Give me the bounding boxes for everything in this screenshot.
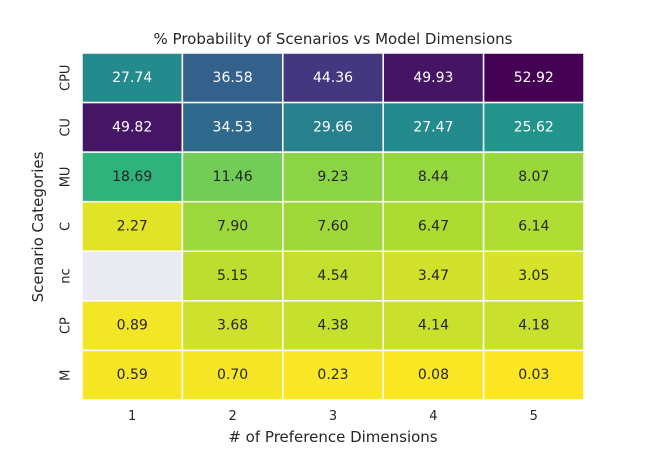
- heatmap-cell: [482, 200, 585, 253]
- cell-value-label: 7.90: [217, 219, 248, 235]
- cell-value-label: 49.93: [413, 70, 453, 86]
- cell-value-label: 29.66: [313, 119, 353, 135]
- y-tick-label: CPU: [59, 65, 74, 91]
- cell-value-label: 3.68: [217, 318, 248, 334]
- y-tick-label: nc: [59, 268, 74, 283]
- cell-value-label: 0.03: [518, 367, 549, 383]
- heatmap-cell: [181, 151, 284, 203]
- x-axis-label: # of Preference Dimensions: [228, 428, 438, 446]
- cell-value-label: 27.74: [112, 70, 152, 86]
- cell-value-label: 4.14: [418, 318, 449, 334]
- y-tick-label: M: [59, 370, 74, 381]
- y-tick-label: C: [59, 222, 74, 231]
- heatmap-cell: [382, 349, 485, 401]
- heatmap-cell: [482, 300, 585, 352]
- cell-value-label: 6.14: [518, 219, 549, 235]
- cell-value-label: 4.38: [317, 318, 348, 334]
- cell-value-label: 2.27: [117, 219, 148, 235]
- cell-value-label: 0.89: [117, 318, 148, 334]
- cell-value-label: 6.47: [418, 219, 449, 235]
- cell-value-label: 8.07: [518, 169, 549, 185]
- cell-value-label: 0.70: [217, 367, 248, 383]
- heatmap-cell: [382, 200, 485, 253]
- heatmap-cell: [282, 101, 384, 153]
- cell-value-label: 5.15: [217, 268, 248, 284]
- heatmap-cell: [282, 300, 384, 352]
- heatmap-cell: [382, 151, 485, 203]
- heatmap-cell: [181, 101, 284, 153]
- x-tick-label: 3: [329, 409, 337, 424]
- heatmap-cell: [282, 200, 384, 253]
- x-tick-label: 2: [228, 409, 236, 424]
- cell-value-label: 0.59: [117, 367, 148, 383]
- cell-value-label: 4.54: [317, 268, 348, 284]
- cell-value-label: 25.62: [514, 119, 554, 135]
- cell-value-label: 36.58: [213, 70, 253, 86]
- heatmap-cell: [81, 250, 184, 302]
- heatmap-cell: [482, 349, 585, 401]
- cell-value-label: 0.23: [317, 367, 348, 383]
- cell-value-label: 8.44: [418, 169, 449, 185]
- cell-value-label: 4.18: [518, 318, 549, 334]
- y-tick-label: MU: [59, 167, 74, 188]
- heatmap-cell: [81, 349, 184, 401]
- heatmap-cell: [282, 151, 384, 203]
- heatmap-cell: [81, 300, 184, 352]
- heatmap-cell: [282, 250, 384, 302]
- x-tick-label: 1: [128, 409, 136, 424]
- heatmap-cell: [81, 151, 184, 203]
- heatmap-cell: [181, 349, 284, 401]
- cell-value-label: 11.46: [213, 169, 253, 185]
- heatmap-cell: [482, 52, 585, 104]
- heatmap-cell: [382, 300, 485, 352]
- cell-value-label: 18.69: [112, 169, 152, 185]
- heatmap-cell: [482, 151, 585, 203]
- cell-value-label: 9.23: [317, 169, 348, 185]
- heatmap-cell: [282, 349, 384, 401]
- heatmap-cell: [482, 250, 585, 302]
- cell-value-label: 44.36: [313, 70, 353, 86]
- cell-value-label: 3.05: [518, 268, 549, 284]
- x-tick-label: 5: [530, 409, 538, 424]
- y-axis-label: Scenario Categories: [29, 151, 47, 303]
- y-tick-label: CP: [59, 317, 74, 334]
- heatmap-cell: [382, 101, 485, 153]
- cell-value-label: 34.53: [213, 119, 253, 135]
- y-tick-label: CU: [59, 118, 74, 137]
- cell-value-label: 49.82: [112, 119, 152, 135]
- cell-value-label: 27.47: [413, 119, 453, 135]
- heatmap-cell: [81, 101, 184, 153]
- cell-value-label: 3.47: [418, 268, 449, 284]
- cell-value-label: 0.08: [418, 367, 449, 383]
- chart-title: % Probability of Scenarios vs Model Dime…: [153, 30, 513, 48]
- cell-value-label: 52.92: [514, 70, 554, 86]
- cell-value-label: 7.60: [317, 219, 348, 235]
- x-tick-label: 4: [429, 409, 437, 424]
